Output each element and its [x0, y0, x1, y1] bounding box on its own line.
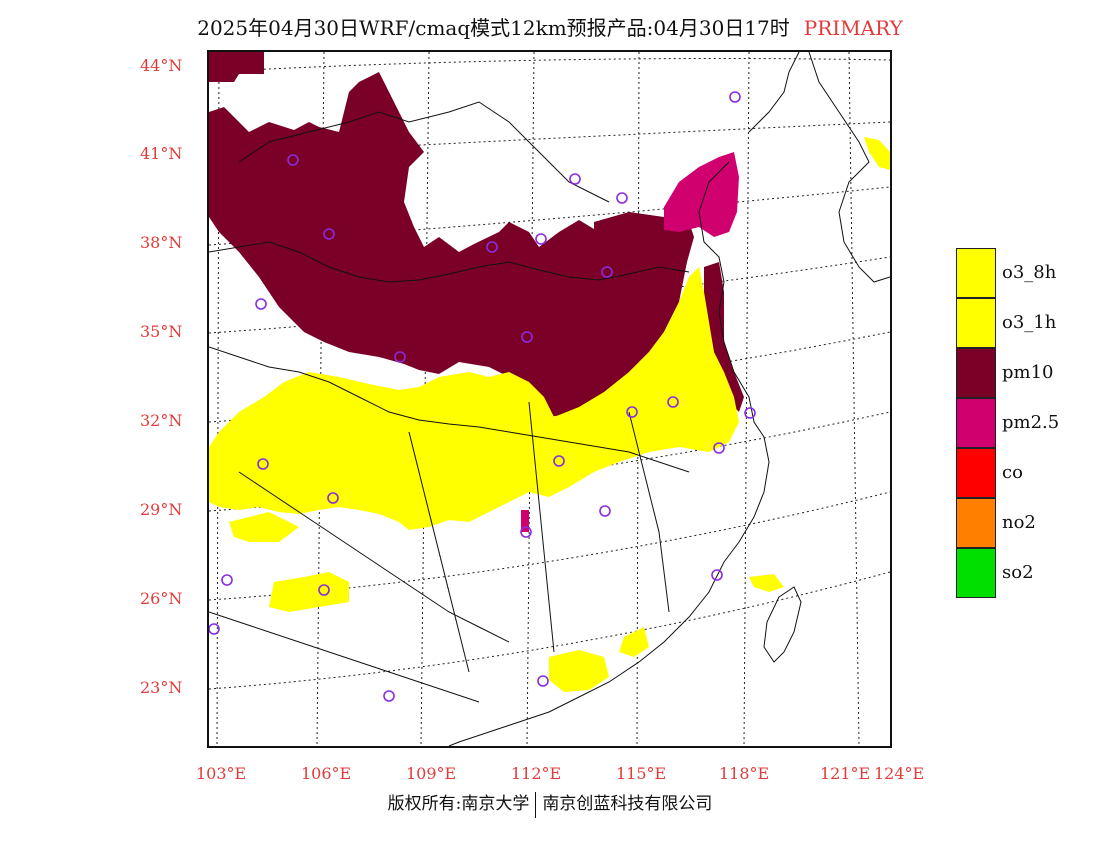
lat-label-41: 41°N: [140, 144, 183, 163]
legend-swatch: [956, 398, 996, 448]
ozone-taiwan-strait: [749, 574, 784, 592]
ozone-west-strip: [229, 512, 299, 542]
legend-swatch: [956, 348, 996, 398]
pm10-north-patch: [209, 52, 264, 82]
lon-label-103: 103°E: [196, 764, 247, 783]
legend-swatch: [956, 498, 996, 548]
ozone-south: [549, 650, 609, 692]
lon-label-112: 112°E: [511, 764, 562, 783]
legend-item-o3-1h: o3_1h: [956, 298, 1096, 348]
pm10-bohai: [594, 212, 669, 242]
ozone-guangdong: [619, 627, 649, 657]
lon-label-124: 124°E: [874, 764, 925, 783]
legend-swatch: [956, 448, 996, 498]
legend-label: o3_8h: [1002, 262, 1057, 283]
legend-label: pm10: [1002, 362, 1054, 383]
lon-label-118: 118°E: [719, 764, 770, 783]
legend-label: pm2.5: [1002, 412, 1060, 433]
legend-label: co: [1002, 462, 1023, 483]
legend-label: so2: [1002, 562, 1034, 583]
lat-label-35: 35°N: [140, 322, 183, 341]
legend-item-o3-8h: o3_8h: [956, 248, 1096, 298]
footer-company: 南京创蓝科技有限公司: [542, 794, 713, 814]
chart-title: 2025年04月30日WRF/cmaq模式12km预报产品:04月30日17时 P…: [0, 12, 1100, 41]
legend-item-co: co: [956, 448, 1096, 498]
ozone-northeast: [864, 137, 890, 170]
legend-swatch: [956, 548, 996, 598]
lat-label-44: 44°N: [140, 56, 183, 75]
legend-item-so2: so2: [956, 548, 1096, 598]
lon-label-115: 115°E: [616, 764, 667, 783]
legend: o3_8h o3_1h pm10 pm2.5 co no2 so2: [956, 248, 1096, 598]
lon-label-109: 109°E: [406, 764, 457, 783]
footer-copyright: 版权所有:南京大学: [387, 794, 530, 814]
title-text: 2025年04月30日WRF/cmaq模式12km预报产品:04月30日17时: [197, 16, 790, 40]
pm10-region: [209, 72, 694, 417]
lat-label-32: 32°N: [140, 411, 183, 430]
legend-swatch: [956, 298, 996, 348]
map-canvas: [209, 52, 890, 746]
ozone-region: [209, 267, 739, 530]
city-markers: [209, 91, 756, 702]
lat-label-38: 38°N: [140, 233, 183, 252]
lat-label-23: 23°N: [140, 678, 183, 697]
ozone-southwest: [269, 572, 349, 612]
pm10-coast: [704, 262, 744, 412]
boundaries: [209, 52, 890, 746]
footer-separator: [535, 791, 537, 818]
primary-tag: PRIMARY: [803, 16, 903, 40]
legend-item-pm2-5: pm2.5: [956, 398, 1096, 448]
legend-label: o3_1h: [1002, 312, 1057, 333]
lat-label-29: 29°N: [140, 500, 183, 519]
legend-item-pm10: pm10: [956, 348, 1096, 398]
legend-swatch: [956, 248, 996, 298]
pm25-region: [664, 152, 739, 237]
lon-label-121: 121°E: [820, 764, 871, 783]
lon-label-106: 106°E: [301, 764, 352, 783]
legend-label: no2: [1002, 512, 1036, 533]
legend-item-no2: no2: [956, 498, 1096, 548]
forecast-map[interactable]: [207, 50, 892, 748]
lat-label-26: 26°N: [140, 589, 183, 608]
footer: 版权所有:南京大学 南京创蓝科技有限公司: [0, 789, 1100, 818]
